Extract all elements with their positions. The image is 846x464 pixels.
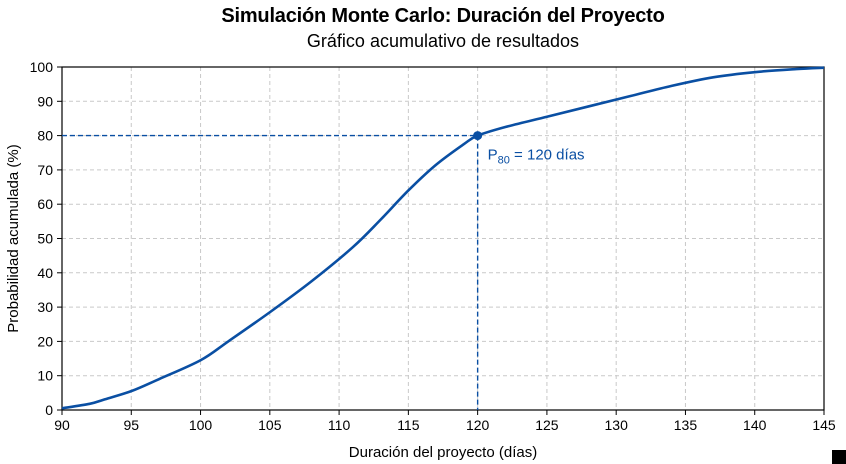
cumulative-probability-line: [61, 66, 825, 410]
y-tick-label: 90: [37, 93, 53, 109]
x-axis-label: Duración del proyecto (días): [349, 444, 537, 461]
p80-label: P80 = 120 días: [488, 147, 585, 167]
p80-label-main: P: [488, 147, 498, 164]
chart-subtitle: Gráfico acumulativo de resultados: [306, 31, 580, 51]
y-tick-label: 70: [37, 162, 53, 178]
y-tick-label: 0: [45, 402, 53, 418]
y-tick-label: 50: [37, 231, 53, 247]
x-tick-label: 125: [535, 417, 559, 433]
x-tick-label: 120: [466, 417, 490, 433]
corner-mark: [832, 450, 846, 464]
x-tick-label: 115: [397, 417, 420, 433]
p80-reference-lines: [62, 134, 479, 410]
x-tick-label: 105: [258, 417, 282, 433]
p80-label-subscript: 80: [498, 155, 510, 167]
x-tick-label: 100: [189, 417, 213, 433]
x-tick-label: 145: [812, 417, 836, 433]
y-tick-label: 60: [37, 196, 53, 212]
y-tick-label: 20: [37, 333, 53, 349]
y-tick-label: 30: [37, 299, 53, 315]
y-tick-label: 40: [37, 265, 53, 281]
x-tick-label: 140: [743, 417, 767, 433]
y-tick-label: 10: [37, 368, 53, 384]
y-tick-label: 80: [37, 128, 53, 144]
p80-label-value: = 120 días: [510, 147, 585, 164]
series-group: [61, 66, 825, 410]
p80-annotation: P80 = 120 días: [473, 131, 585, 167]
chart-title: Simulación Monte Carlo: Duración del Pro…: [221, 5, 665, 27]
y-tick-label: 100: [30, 59, 54, 75]
y-axis-label: Probabilidad acumulada (%): [5, 144, 22, 332]
x-tick-label: 135: [674, 417, 698, 433]
p80-marker: [473, 131, 483, 141]
x-tick-label: 95: [123, 417, 139, 433]
x-tick-label: 90: [54, 417, 70, 433]
x-axis-ticks: 90 95 100 105 110 115 120 125 130 135 140 145: [54, 410, 836, 433]
grid: [62, 67, 824, 410]
x-tick-label: 110: [328, 417, 351, 433]
y-axis-ticks: 0 10 20 30 40 50 60 70 80 90 100: [30, 59, 62, 418]
x-tick-label: 130: [605, 417, 629, 433]
